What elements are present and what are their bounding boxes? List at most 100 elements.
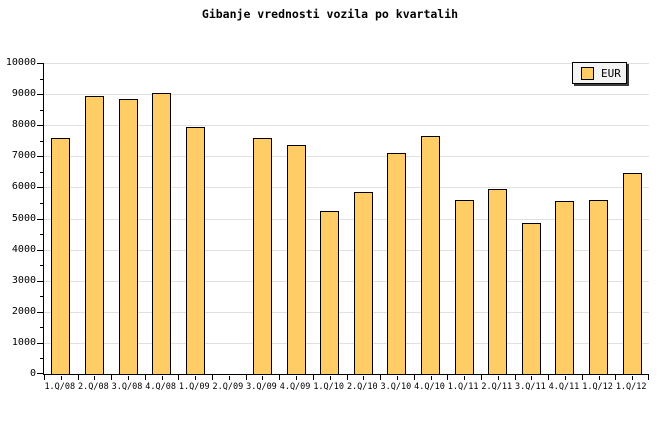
y-tick-label: 9000 <box>11 88 36 100</box>
x-center-tick <box>228 376 230 380</box>
legend-label: EUR <box>601 66 621 80</box>
x-tick-label: 2.Q/11 <box>481 382 513 392</box>
x-boundary-tick <box>615 375 617 380</box>
y-minor-tick <box>40 140 43 142</box>
x-tick-label: 1.Q/11 <box>447 382 479 392</box>
x-center-tick <box>94 376 96 380</box>
bar <box>353 192 373 374</box>
x-boundary-tick <box>581 375 583 380</box>
x-boundary-tick <box>548 375 550 380</box>
y-tick-label: 6000 <box>11 181 36 193</box>
bar <box>521 223 541 374</box>
x-boundary-tick <box>111 375 113 380</box>
x-boundary-tick <box>346 375 348 380</box>
x-tick-label: 1.Q/12 <box>615 382 647 392</box>
x-tick-label: 3.Q/09 <box>246 382 277 392</box>
y-tick-label: 7000 <box>11 150 36 162</box>
x-boundary-tick <box>312 375 314 380</box>
x-tick-label: 2.Q/10 <box>346 382 378 392</box>
y-tick-label: 0 <box>29 368 36 379</box>
gridline <box>44 249 649 251</box>
x-center-tick <box>430 376 432 380</box>
y-tick-label: 10000 <box>5 57 36 68</box>
x-center-tick <box>128 376 130 380</box>
y-major-tick <box>37 63 43 64</box>
y-tick-label: 3000 <box>11 274 36 286</box>
y-minor-tick <box>40 202 43 204</box>
y-minor-tick <box>40 265 43 267</box>
gridline <box>44 63 649 64</box>
x-tick-label: 2.Q/09 <box>212 382 244 392</box>
x-boundary-tick <box>245 375 247 380</box>
x-tick-label: 4.Q/11 <box>548 382 580 392</box>
x-center-tick <box>531 376 533 380</box>
bar <box>152 92 172 374</box>
y-minor-tick <box>40 327 43 329</box>
legend-swatch-icon <box>581 66 594 80</box>
x-tick-label: 4.Q/09 <box>279 382 311 392</box>
x-tick-label: 1.Q/08 <box>44 382 76 392</box>
bar <box>51 137 71 374</box>
x-boundary-tick <box>514 375 516 380</box>
y-tick-label: 8000 <box>11 119 36 131</box>
bar <box>185 126 205 374</box>
x-center-tick <box>464 376 466 380</box>
bar <box>387 153 407 374</box>
gridline <box>44 218 649 220</box>
x-center-tick <box>60 376 62 380</box>
bar <box>84 95 104 374</box>
x-boundary-tick <box>44 375 45 380</box>
gridline <box>44 125 649 127</box>
y-major-tick <box>37 94 43 96</box>
bar <box>286 145 306 374</box>
y-minor-tick <box>40 296 43 298</box>
x-boundary-tick <box>212 375 214 380</box>
y-minor-tick <box>40 358 43 360</box>
bar <box>421 136 441 374</box>
bar <box>454 199 474 374</box>
y-minor-tick <box>40 171 43 173</box>
x-boundary-tick <box>178 375 180 380</box>
legend: EUR <box>572 62 627 84</box>
x-boundary-tick <box>480 375 482 380</box>
x-boundary-tick <box>77 375 79 380</box>
gridline <box>44 311 649 313</box>
chart-title: Gibanje vrednosti vozila po kvartalih <box>201 7 459 21</box>
gridline <box>44 187 649 189</box>
x-tick-label: 4.Q/08 <box>145 382 176 392</box>
x-tick-label: 1.Q/10 <box>313 382 345 392</box>
x-center-tick <box>632 376 634 380</box>
gridline <box>44 94 649 96</box>
gridline <box>44 342 649 344</box>
x-center-tick <box>296 376 298 380</box>
y-major-tick <box>37 125 43 127</box>
x-center-tick <box>262 376 264 380</box>
y-tick-label: 4000 <box>11 243 36 255</box>
x-tick-label: 4.Q/10 <box>414 382 445 392</box>
x-center-tick <box>564 376 566 380</box>
x-center-tick <box>497 376 499 380</box>
x-tick-label: 3.Q/10 <box>380 382 412 392</box>
y-tick-label: 1000 <box>11 336 36 348</box>
x-tick-label: 1.Q/09 <box>178 382 210 392</box>
bar <box>320 210 340 374</box>
y-major-tick <box>37 156 43 158</box>
x-center-tick <box>396 376 398 380</box>
y-tick-label: 5000 <box>11 212 36 224</box>
gridline <box>44 280 649 282</box>
x-tick-label: 3.Q/11 <box>514 382 546 392</box>
x-boundary-tick <box>648 375 649 380</box>
x-boundary-tick <box>380 375 382 380</box>
x-axis-labels: 1.Q/08 2.Q/08 3.Q/08 4.Q/08 1.Q/09 2.Q/09 3.Q/… <box>43 382 648 396</box>
y-major-tick <box>37 218 43 220</box>
y-major-tick <box>37 373 43 374</box>
y-major-tick <box>37 187 43 189</box>
x-tick-label: 2.Q/08 <box>78 382 109 392</box>
y-minor-tick <box>40 109 43 111</box>
gridline <box>44 156 649 158</box>
y-major-tick <box>37 249 43 251</box>
y-major-tick <box>37 311 43 313</box>
bar <box>622 173 642 374</box>
x-boundary-tick <box>447 375 449 380</box>
x-center-tick <box>329 376 331 380</box>
